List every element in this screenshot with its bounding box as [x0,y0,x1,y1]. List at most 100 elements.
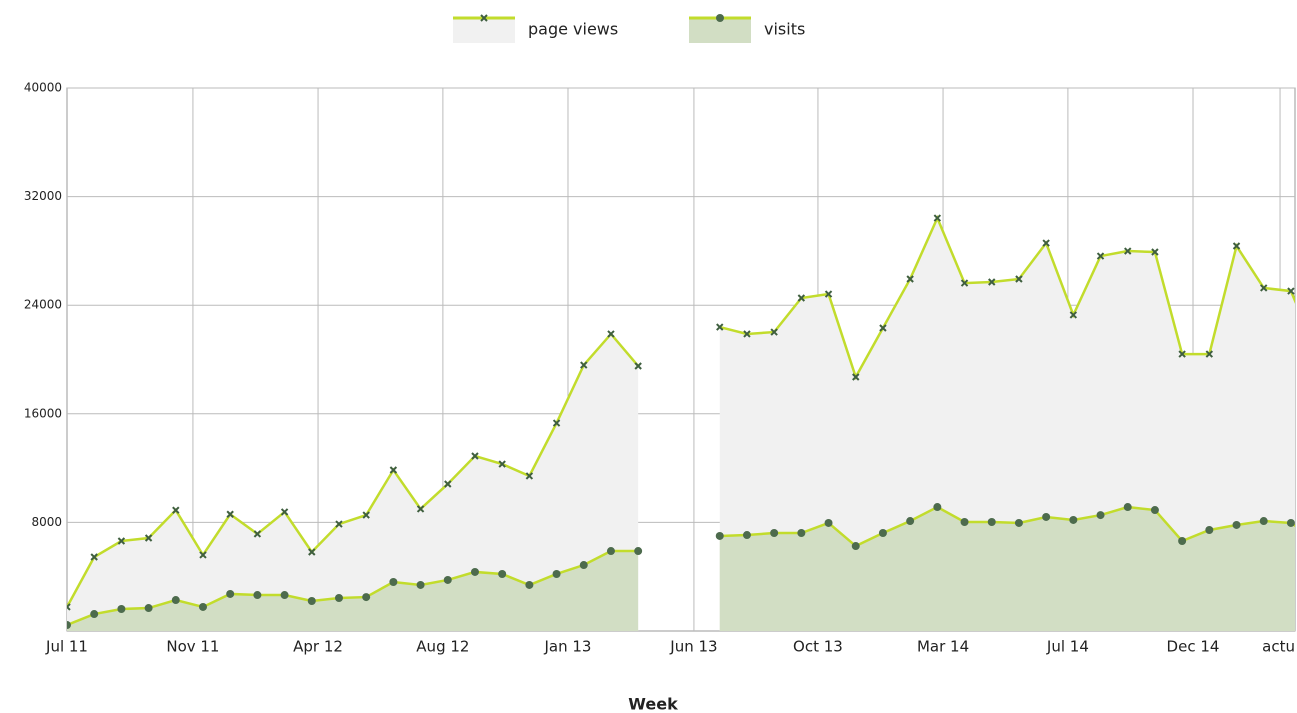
marker [1069,311,1078,319]
marker [470,567,479,576]
marker [988,278,996,286]
marker [198,602,207,611]
y-tick-label: 40000 [24,81,62,95]
marker [280,508,289,516]
marker [1096,252,1105,260]
marker [606,547,615,556]
marker [1096,511,1105,520]
marker [416,580,425,589]
x-tick-label: Mar 14 [917,638,969,656]
marker [144,604,153,613]
marker [1178,350,1186,358]
series-area [719,507,1295,631]
marker [471,452,479,460]
marker [253,530,262,538]
legend-label: visits [764,20,805,39]
marker [1287,287,1295,295]
x-tick-label: actu [1262,638,1295,656]
legend-marker [716,14,724,22]
legend-swatch [453,18,515,43]
marker [770,328,778,336]
marker [67,621,71,630]
y-tick-label: 16000 [24,406,62,420]
marker [1123,503,1132,512]
marker [933,214,942,222]
series-area [67,551,639,631]
legend-marker [480,14,488,22]
x-tick-label: Jul 11 [45,638,88,656]
marker [172,506,180,514]
marker [607,330,615,338]
x-axis-label: Week [628,695,678,713]
marker [1232,520,1241,529]
marker [226,589,235,598]
marker [444,480,452,488]
marker [1150,506,1159,515]
marker [552,419,561,427]
x-tick-label: Jan 13 [543,638,591,656]
marker [498,569,507,578]
marker [90,553,98,561]
marker [1260,284,1268,292]
x-tick-label: Jul 14 [1046,638,1089,656]
marker [797,528,806,537]
marker [851,542,860,551]
marker [906,275,914,283]
marker [416,505,425,513]
marker [171,596,180,605]
marker [362,511,370,519]
marker [634,547,643,556]
legend-label: page views [528,20,618,39]
marker [716,323,724,331]
marker [334,594,343,603]
marker [389,577,398,586]
marker [797,294,806,302]
marker [389,466,398,474]
marker [335,520,343,528]
areas [67,214,1295,631]
marker [117,605,126,614]
x-tick-label: Nov 11 [166,638,219,656]
marker [199,551,207,559]
y-tick-label: 24000 [24,298,62,312]
marker [960,517,969,526]
marker [1205,350,1214,358]
marker [117,537,126,545]
marker [824,290,833,298]
marker [443,575,452,584]
marker [852,373,860,381]
marker [1014,518,1023,527]
series-line [67,549,639,627]
marker [1042,239,1050,247]
marker [498,460,506,468]
y-tick-label: 8000 [31,515,62,529]
marker [67,603,71,611]
marker [933,503,942,512]
marker [1042,512,1051,521]
marker [906,517,915,526]
marker [1286,518,1295,527]
marker [742,531,751,540]
marker [552,569,561,578]
marker [743,330,751,338]
marker [1232,242,1241,250]
marker [580,361,588,369]
x-tick-label: Jun 13 [669,638,717,656]
y-tick-label: 32000 [24,189,62,203]
x-tick-label: Dec 14 [1167,638,1220,656]
x-tick-label: Aug 12 [416,638,469,656]
marker [226,510,234,518]
marker [634,362,642,370]
marker [253,591,262,600]
legend-swatch [689,18,751,43]
marker [878,528,887,537]
marker [525,580,534,589]
marker [1069,515,1078,524]
marker [1015,275,1023,283]
marker [1124,247,1132,255]
series-area [67,333,639,631]
marker [987,517,996,526]
marker [770,528,779,537]
legend: page views visits [453,14,805,43]
